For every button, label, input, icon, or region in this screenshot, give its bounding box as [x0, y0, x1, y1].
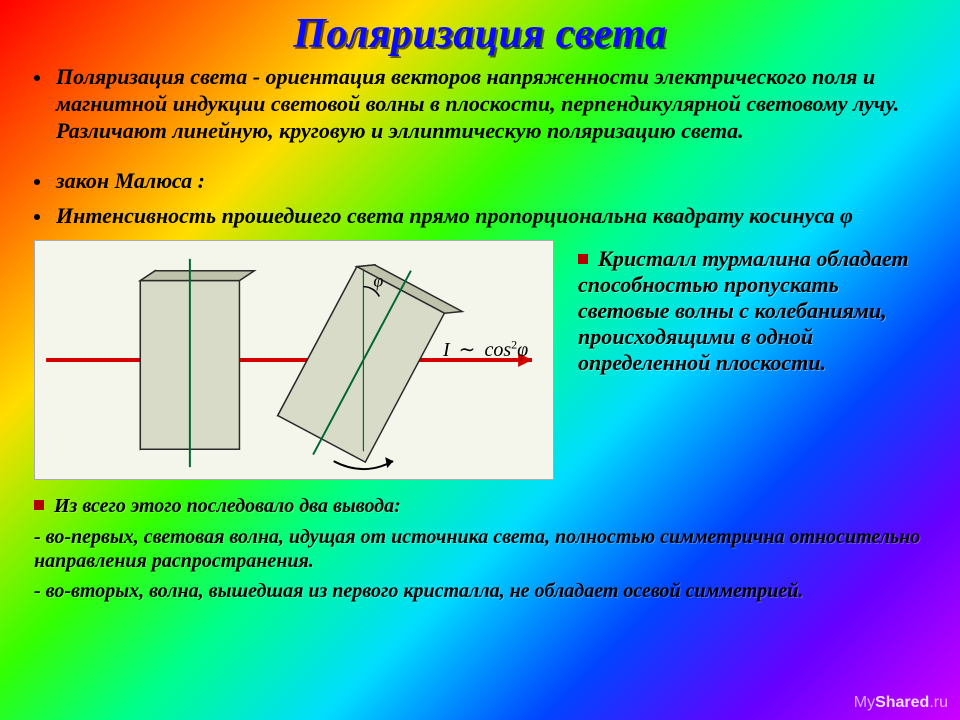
conclusion-intro: Из всего этого последовало два вывода: [54, 495, 401, 517]
formula-lhs: I [443, 339, 450, 361]
page-title: Поляризация света [34, 10, 926, 58]
polarizer-plate-2 [269, 248, 467, 480]
formula-base: cos [484, 339, 511, 361]
formula-arg: φ [517, 339, 528, 361]
tourmaline-text: Кристалл турмалина обладает способностью… [578, 246, 909, 375]
middle-row: φ I ∼ cos2φ Кристалл турмалина обладает … [34, 240, 926, 480]
intensity-formula: I ∼ cos2φ [443, 337, 528, 362]
watermark-bold: Shared [875, 694, 929, 711]
polarizer-plate-1 [140, 259, 254, 467]
polarizer-diagram: φ I ∼ cos2φ [34, 240, 554, 480]
definition-text: Поляризация света - ориентация векторов … [56, 64, 926, 144]
malus-law-row: Интенсивность прошедшего света прямо про… [34, 203, 926, 232]
bullet-dot [34, 214, 40, 220]
rotation-arc [334, 461, 394, 469]
watermark-pre: My [854, 694, 875, 711]
conclusion-2: - во-вторых, волна, вышедшая из первого … [34, 579, 926, 603]
phi-label: φ [373, 271, 383, 291]
tourmaline-block: Кристалл турмалина обладает способностью… [578, 240, 926, 376]
conclusion-intro-row: Из всего этого последовало два вывода: [34, 494, 926, 518]
conclusions: Из всего этого последовало два вывода: -… [34, 494, 926, 604]
conclusion-1: - во-первых, световая волна, идущая от и… [34, 525, 926, 574]
bullet-dot [34, 75, 40, 81]
bullet-dot [34, 179, 40, 185]
watermark-post: .ru [929, 694, 948, 711]
square-bullet [578, 254, 588, 264]
definition-block: Поляризация света - ориентация векторов … [34, 64, 926, 162]
malus-label-row: закон Малюса : [34, 168, 926, 197]
slide: Поляризация света Поляризация света - ор… [0, 0, 960, 720]
square-bullet [34, 500, 44, 510]
malus-law-text: Интенсивность прошедшего света прямо про… [56, 203, 853, 230]
watermark: MyShared.ru [854, 694, 948, 712]
formula-tilde: ∼ [455, 339, 480, 361]
malus-label: закон Малюса : [56, 168, 205, 195]
